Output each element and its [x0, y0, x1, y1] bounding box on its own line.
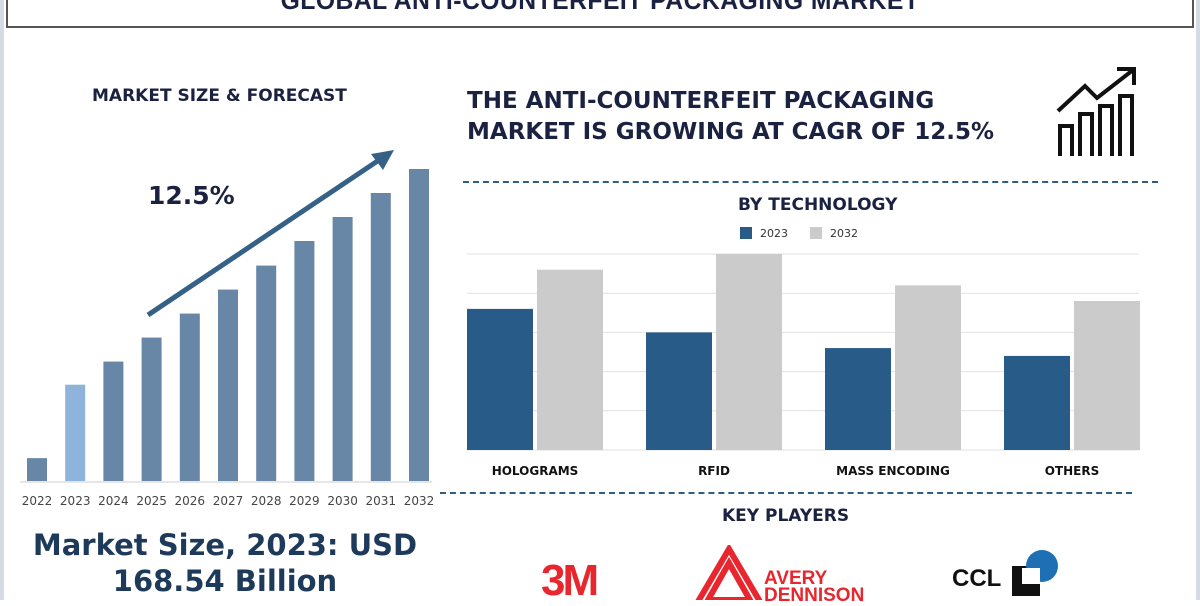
tech-heading: BY TECHNOLOGY	[738, 195, 898, 215]
logo-avery-dennison: AVERY DENNISON	[764, 568, 865, 606]
bar-2031	[370, 193, 391, 481]
title-box: GLOBAL ANTI-COUNTERFEIT PACKAGING MARKET	[6, 0, 1194, 28]
x-tick-label: 2026	[175, 494, 206, 508]
bar-rfid-2023	[646, 332, 712, 450]
bar-2030	[332, 217, 353, 481]
bar-2028	[256, 265, 277, 481]
growth-chart-icon	[1056, 67, 1136, 156]
technology-chart: 2023 2032 HOLOGRAMS RFID MASS ENCODING OTHERS	[467, 227, 1140, 478]
bar-mass-encoding-2032	[895, 285, 961, 450]
x-tick-label: 2022	[22, 494, 53, 508]
x-tick-label: 2028	[251, 494, 282, 508]
market-size-heading: MARKET SIZE & FORECAST	[92, 86, 347, 106]
growth-headline: THE ANTI-COUNTERFEIT PACKAGING MARKET IS…	[467, 86, 994, 148]
arrow-head	[371, 150, 394, 170]
x-tick-label: 2029	[289, 494, 320, 508]
x-tick-label: 2031	[366, 494, 397, 508]
x-tick-label: RFID	[698, 464, 730, 478]
legend-swatch-2023	[740, 227, 752, 239]
divider	[463, 181, 1158, 183]
cagr-annotation: 12.5%	[148, 181, 235, 210]
bar-holograms-2023	[467, 308, 533, 450]
x-tick-label: 2024	[98, 494, 129, 508]
bar-2026	[179, 313, 200, 481]
logo-line1: AVERY	[764, 568, 828, 589]
bar-2027	[218, 289, 238, 481]
x-tick-label: OTHERS	[1045, 464, 1100, 478]
legend-label: 2023	[760, 227, 788, 240]
x-tick-label: 2023	[60, 494, 91, 508]
x-tick-label: HOLOGRAMS	[492, 464, 579, 478]
bar-others-2023	[1004, 355, 1070, 450]
market-size-text: Market Size, 2023: USD 168.54 Billion	[0, 527, 450, 599]
logo-line2: DENNISON	[764, 585, 865, 606]
logo-ccl: CCL	[952, 565, 1002, 592]
bar-2032	[409, 169, 429, 481]
x-tick-label: 2030	[327, 494, 358, 508]
headline-line1: THE ANTI-COUNTERFEIT PACKAGING	[467, 88, 935, 114]
market-forecast-chart: 2022 2023 2024 2025 2026 2027 2028 2029 2030 2031…	[20, 150, 435, 508]
bar-2025	[141, 337, 162, 481]
bar-holograms-2032	[537, 269, 603, 450]
bar-rfid-2032	[716, 254, 782, 450]
market-size-line1: Market Size, 2023: USD	[32, 528, 418, 562]
headline-line2: MARKET IS GROWING AT CAGR OF 12.5%	[467, 119, 995, 145]
legend-label: 2032	[830, 227, 858, 240]
players-heading: KEY PLAYERS	[722, 506, 850, 526]
legend-swatch-2032	[810, 227, 822, 239]
bar-2029	[294, 241, 315, 481]
bar-2024	[103, 361, 124, 481]
x-tick-label: 2025	[136, 494, 167, 508]
x-tick-label: MASS ENCODING	[836, 464, 950, 478]
x-tick-label: 2032	[404, 494, 435, 508]
x-tick-label: 2027	[213, 494, 244, 508]
bar-others-2032	[1074, 301, 1140, 450]
ccl-logo-mark	[1012, 550, 1058, 596]
bar-2022	[27, 458, 47, 481]
page-title: GLOBAL ANTI-COUNTERFEIT PACKAGING MARKET	[280, 0, 920, 15]
bar-2023	[65, 384, 86, 481]
logo-3m: 3M	[541, 556, 599, 605]
avery-dennison-logo-mark	[695, 545, 763, 600]
divider	[440, 492, 1132, 494]
growth-arrow	[146, 153, 387, 318]
bar-mass-encoding-2023	[825, 348, 891, 450]
market-size-line2: 168.54 Billion	[112, 564, 338, 598]
